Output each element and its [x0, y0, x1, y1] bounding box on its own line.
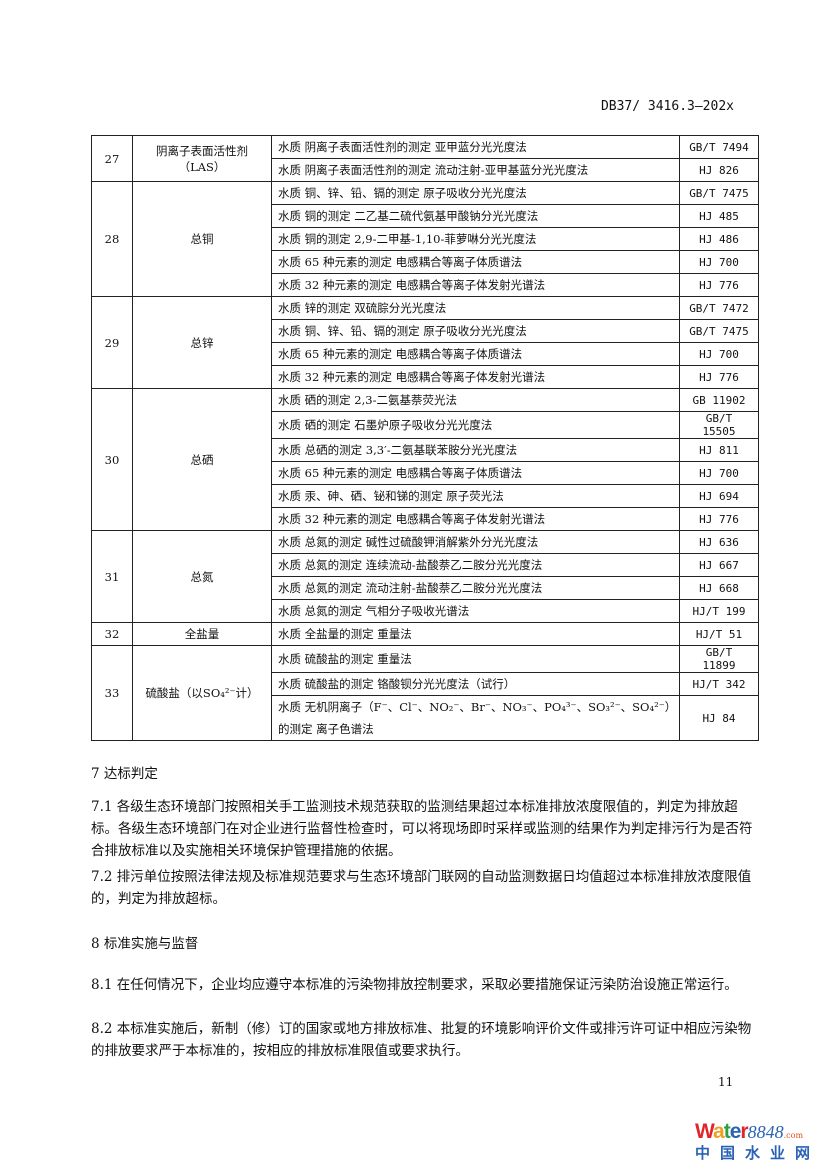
method-name: 水质 硒的测定 石墨炉原子吸收分光光度法 — [271, 411, 680, 439]
method-name: 水质 总硒的测定 3,3′-二氨基联苯胺分光光度法 — [271, 438, 680, 462]
method-name: 水质 32 种元素的测定 电感耦合等离子体发射光谱法 — [271, 507, 680, 531]
standard-number: HJ 700 — [679, 250, 759, 274]
method-name: 水质 65 种元素的测定 电感耦合等离子体质谱法 — [271, 342, 680, 366]
standard-number: HJ 84 — [679, 695, 759, 741]
table-row: 32 全盐量 水质 全盐量的测定 重量法 HJ/T 51 — [91, 622, 759, 646]
method-table: 27 阴离子表面活性剂（LAS） 水质 阴离子表面活性剂的测定 亚甲蓝分光光度法 GB… — [91, 135, 759, 741]
standard-number: HJ/T 342 — [679, 672, 759, 696]
method-name: 水质 无机阴离子（F⁻、Cl⁻、NO₂⁻、Br⁻、NO₃⁻、PO₄³⁻、SO₃²… — [271, 695, 680, 741]
method-name: 水质 硫酸盐的测定 铬酸钡分光光度法（试行） — [271, 672, 680, 696]
standard-number: GB/T 7475 — [679, 319, 759, 343]
table-row: 27 阴离子表面活性剂（LAS） 水质 阴离子表面活性剂的测定 亚甲蓝分光光度法 GB… — [91, 135, 759, 182]
standard-number: HJ 776 — [679, 365, 759, 389]
method-name: 水质 总氮的测定 碱性过硫酸钾消解紫外分光光度法 — [271, 530, 680, 554]
method-name: 水质 65 种元素的测定 电感耦合等离子体质谱法 — [271, 250, 680, 274]
table-row: 30 总硒 水质 硒的测定 2,3-二氨基萘荧光法 GB 11902 — [91, 388, 759, 531]
table-row: 水质 65 种元素的测定 电感耦合等离子体质谱法 HJ 700 — [92, 250, 759, 274]
section-7-title: 7 达标判定 — [91, 766, 158, 782]
method-name: 水质 全盐量的测定 重量法 — [271, 622, 680, 646]
method-name: 水质 32 种元素的测定 电感耦合等离子体发射光谱法 — [271, 365, 680, 389]
watermark-logo: Water8848.com 中国水业网 — [695, 1120, 820, 1163]
standard-number: GB/T 7472 — [679, 296, 759, 320]
table-row: 水质 硒的测定 石墨炉原子吸收分光光度法 GB/T 15505 — [92, 411, 759, 439]
method-name: 水质 锌的测定 双硫腙分光光度法 — [271, 296, 680, 320]
standard-number: HJ 776 — [679, 507, 759, 531]
logo-cn: 中国水业网 — [695, 1144, 821, 1162]
table-row: 水质 硫酸盐的测定 铬酸钡分光光度法（试行） HJ/T 342 — [92, 672, 759, 696]
standard-number: HJ 668 — [679, 576, 759, 600]
page-number: 11 — [718, 1075, 734, 1089]
standard-number: HJ 700 — [679, 461, 759, 485]
table-row: 28 总铜 水质 铜、锌、铅、镉的测定 原子吸收分光光度法 GB/T 7475 — [91, 181, 759, 297]
section-8-title: 8 标准实施与监督 — [91, 936, 199, 952]
method-name: 水质 铜的测定 二乙基二硫代氨基甲酸钠分光光度法 — [271, 204, 680, 228]
para-8-2: 8.2 本标准实施后，新制（修）订的国家或地方排放标准、批复的环境影响评价文件或… — [91, 1021, 752, 1059]
item-number: 27 — [91, 135, 133, 182]
standard-number: HJ 826 — [679, 158, 759, 182]
standard-number: HJ 636 — [679, 530, 759, 554]
table-row: 水质 总氮的测定 流动注射-盐酸萘乙二胺分光光度法 HJ 668 — [92, 576, 759, 600]
para-7-2: 7.2 排污单位按照法律法规及标准规范要求与生态环境部门联网的自动监测数据日均值… — [91, 869, 752, 907]
logo-tld: .com — [783, 1131, 804, 1140]
item-number: 32 — [91, 622, 133, 646]
pollutant-name: 总锌 — [132, 296, 272, 389]
table-row: 31 总氮 水质 总氮的测定 碱性过硫酸钾消解紫外分光光度法 HJ 636 — [91, 530, 759, 623]
table-row: 水质 总氮的测定 气相分子吸收光谱法 HJ/T 199 — [92, 599, 759, 623]
method-name: 水质 阴离子表面活性剂的测定 流动注射-亚甲基蓝分光光度法 — [271, 158, 680, 182]
method-name: 水质 32 种元素的测定 电感耦合等离子体发射光谱法 — [271, 273, 680, 297]
table-row: 水质 32 种元素的测定 电感耦合等离子体发射光谱法 HJ 776 — [92, 507, 759, 531]
pollutant-name: 总硒 — [132, 388, 272, 531]
standard-number: HJ 694 — [679, 484, 759, 508]
logo-number: 8848 — [747, 1122, 784, 1142]
method-name: 水质 汞、砷、硒、铋和锑的测定 原子荧光法 — [271, 484, 680, 508]
table-row: 33 硫酸盐（以SO₄²⁻计） 水质 硫酸盐的测定 重量法 GB/T 11899 — [91, 645, 759, 741]
method-name: 水质 铜、锌、铅、镉的测定 原子吸收分光光度法 — [271, 319, 680, 343]
para-8-1: 8.1 在任何情况下，企业均应遵守本标准的污染物排放控制要求，采取必要措施保证污… — [91, 977, 738, 993]
method-name: 水质 硒的测定 2,3-二氨基萘荧光法 — [271, 388, 680, 412]
method-name: 水质 65 种元素的测定 电感耦合等离子体质谱法 — [271, 461, 680, 485]
standard-number: HJ/T 51 — [679, 622, 759, 646]
standard-number: HJ 485 — [679, 204, 759, 228]
standard-number: GB/T 11899 — [679, 645, 759, 673]
standard-number: GB/T 7494 — [679, 135, 759, 159]
method-name: 水质 硫酸盐的测定 重量法 — [271, 645, 680, 673]
para-7-1: 7.1 各级生态环境部门按照相关手工监测技术规范获取的监测结果超过本标准排放浓度… — [91, 799, 753, 859]
standard-number: HJ 486 — [679, 227, 759, 251]
standard-number: GB 11902 — [679, 388, 759, 412]
pollutant-name: 全盐量 — [132, 622, 272, 646]
method-name: 水质 阴离子表面活性剂的测定 亚甲蓝分光光度法 — [271, 135, 680, 159]
standard-number: GB/T 7475 — [679, 181, 759, 205]
table-row: 29 总锌 水质 锌的测定 双硫腙分光光度法 GB/T 7472 — [91, 296, 759, 389]
method-name: 水质 总氮的测定 气相分子吸收光谱法 — [271, 599, 680, 623]
item-number: 29 — [91, 296, 133, 389]
pollutant-name: 阴离子表面活性剂（LAS） — [132, 135, 272, 182]
standard-number: GB/T 15505 — [679, 411, 759, 439]
item-number: 28 — [91, 181, 133, 297]
method-name: 水质 铜、锌、铅、镉的测定 原子吸收分光光度法 — [271, 181, 680, 205]
standard-number: HJ 700 — [679, 342, 759, 366]
method-name: 水质 总氮的测定 连续流动-盐酸萘乙二胺分光光度法 — [271, 553, 680, 577]
table-row: 水质 铜、锌、铅、镉的测定 原子吸收分光光度法 GB/T 7475 — [92, 319, 759, 343]
table-row: 水质 无机阴离子（F⁻、Cl⁻、NO₂⁻、Br⁻、NO₃⁻、PO₄³⁻、SO₃²… — [92, 695, 759, 741]
document-code: DB37/ 3416.3—202x — [600, 99, 734, 114]
standard-number: HJ 776 — [679, 273, 759, 297]
item-number: 31 — [91, 530, 133, 623]
logo-brand: Water — [695, 1120, 749, 1143]
table-row: 水质 32 种元素的测定 电感耦合等离子体发射光谱法 HJ 776 — [92, 273, 759, 297]
pollutant-name: 总铜 — [132, 181, 272, 297]
standard-number: HJ 667 — [679, 553, 759, 577]
table-row: 水质 65 种元素的测定 电感耦合等离子体质谱法 HJ 700 — [92, 342, 759, 366]
table-row: 水质 阴离子表面活性剂的测定 流动注射-亚甲基蓝分光光度法 HJ 826 — [92, 158, 759, 182]
method-name: 水质 总氮的测定 流动注射-盐酸萘乙二胺分光光度法 — [271, 576, 680, 600]
pollutant-name: 硫酸盐（以SO₄²⁻计） — [132, 645, 272, 741]
pollutant-name: 总氮 — [132, 530, 272, 623]
standard-number: HJ 811 — [679, 438, 759, 462]
item-number: 30 — [91, 388, 133, 531]
item-number: 33 — [91, 645, 133, 741]
table-row: 水质 总硒的测定 3,3′-二氨基联苯胺分光光度法 HJ 811 — [92, 438, 759, 462]
standard-number: HJ/T 199 — [679, 599, 759, 623]
table-row: 水质 32 种元素的测定 电感耦合等离子体发射光谱法 HJ 776 — [92, 365, 759, 389]
method-name: 水质 铜的测定 2,9-二甲基-1,10-菲萝啉分光光度法 — [271, 227, 680, 251]
table-row: 水质 汞、砷、硒、铋和锑的测定 原子荧光法 HJ 694 — [92, 484, 759, 508]
